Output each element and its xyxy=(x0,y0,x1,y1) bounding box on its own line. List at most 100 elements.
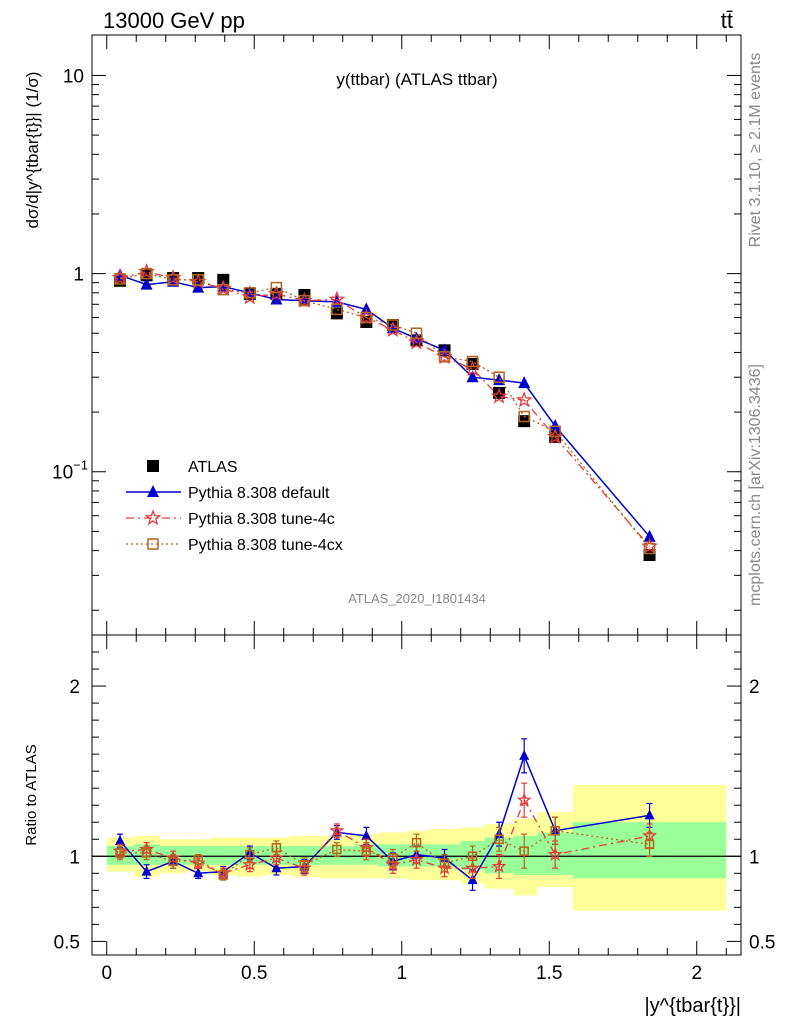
ratio-y-axis-label: Ratio to ATLAS xyxy=(23,744,40,845)
ratio-tune4c-point xyxy=(329,822,345,838)
mcplots-label: mcplots.cern.ch [arXiv:1306.3436] xyxy=(747,364,764,606)
ratio-tune4cx-point xyxy=(245,849,255,860)
legend: ATLAS Pythia 8.308 default Pythia 8.308 tu… xyxy=(126,459,343,554)
legend-label-default: Pythia 8.308 default xyxy=(188,485,330,502)
legend-marker-data xyxy=(147,460,159,472)
legend-item-data: ATLAS xyxy=(147,459,238,476)
ratio-tune4cx-point xyxy=(467,851,478,862)
legend-item-tune4c: Pythia 8.308 tune-4c xyxy=(126,509,335,528)
ratio-default-point xyxy=(141,865,152,876)
ratio-tune4cx-point xyxy=(141,848,152,858)
ratio-y-tick-label: 1 xyxy=(69,847,80,868)
ratio-tune4c-point xyxy=(385,856,401,872)
ratio-tune4c-point xyxy=(464,860,481,875)
main-y-tick-label: 10 xyxy=(63,66,84,87)
tune4cx-point xyxy=(217,283,230,296)
ratio-default-point xyxy=(467,874,478,885)
x-tick-label: 0 xyxy=(101,963,112,984)
ratio-tune4c-point xyxy=(491,858,507,873)
ratio-tune4cx-point xyxy=(519,846,529,856)
tune4cx-point xyxy=(270,281,283,294)
energy-label: 13000 GeV pp xyxy=(103,8,245,33)
default-point xyxy=(140,277,153,290)
main-y-tick-label: 10−1 xyxy=(52,458,88,484)
ratio-tune4cx-point xyxy=(494,834,504,845)
main-y-axis-label: dσ/d|y^{tbar{t}}| (1/σ) xyxy=(23,72,42,229)
x-tick-label: 0.5 xyxy=(241,963,267,984)
analysis-id: ATLAS_2020_I1801434 xyxy=(348,591,486,606)
ratio-tune4c-point xyxy=(268,850,284,865)
ratio-tune4c-point xyxy=(516,792,532,807)
tune4c-point xyxy=(490,387,508,404)
ratio-y-tick-label-right: 0.5 xyxy=(749,932,775,953)
ratio-default-point xyxy=(519,749,530,760)
tune4cx-point xyxy=(360,311,373,324)
default-point xyxy=(360,302,373,315)
ratio-y-tick-label-right: 1 xyxy=(749,847,760,868)
ratio-tune4c-point xyxy=(242,856,258,872)
ratio-tune4cx-point xyxy=(271,843,282,853)
ratio-tune4cx-point xyxy=(115,848,125,858)
default-point xyxy=(192,280,205,293)
x-tick-label: 1 xyxy=(396,963,407,984)
ratio-y-tick-label-right: 2 xyxy=(749,677,760,698)
ratio-tune4c-point xyxy=(547,846,563,861)
legend-marker-tune4c xyxy=(144,509,162,526)
ratio-tune4cx-point xyxy=(332,844,342,855)
tune4cx-point xyxy=(298,294,311,307)
tune4c-point xyxy=(515,391,533,408)
tune4cx-point xyxy=(244,287,256,299)
legend-marker-tune4cx xyxy=(147,538,159,550)
rivet-version-label: Rivet 3.1.10, ≥ 2.1M events xyxy=(747,53,764,248)
ratio-default-point xyxy=(644,809,655,820)
ratio-series-tune4cx xyxy=(115,816,655,881)
default-point xyxy=(270,292,283,305)
tune4cx-line xyxy=(119,272,651,549)
x-tick-label: 1.5 xyxy=(536,963,562,984)
tune4c-point xyxy=(328,290,346,307)
data-point xyxy=(493,386,506,399)
tune4cx-point xyxy=(493,371,505,383)
ratio-tune4cx-point xyxy=(439,858,450,868)
tune4c-point xyxy=(408,333,425,350)
tune4cx-point xyxy=(331,303,343,316)
tune4cx-point xyxy=(643,542,656,555)
legend-item-tune4cx: Pythia 8.308 tune-4cx xyxy=(126,537,343,554)
series-tune4cx xyxy=(114,267,656,555)
tune4cx-point xyxy=(114,273,126,285)
ratio-tune4cx-point xyxy=(388,853,398,863)
ratio-plot-frame xyxy=(91,634,742,956)
process-label: tt̄ xyxy=(721,8,733,33)
ratio-tune4cx-point xyxy=(411,837,422,848)
series-tune4c xyxy=(111,263,658,554)
ratio-default-line xyxy=(119,753,650,882)
ratio-tune4cx-point xyxy=(218,870,229,880)
legend-item-default: Pythia 8.308 default xyxy=(126,485,330,502)
data-point xyxy=(330,307,343,320)
ratio-tune4c-point xyxy=(409,851,424,866)
default-point xyxy=(549,419,562,432)
ratio-default-point xyxy=(115,834,126,845)
tune4cx-point xyxy=(387,319,399,331)
tune4cx-point xyxy=(549,425,561,438)
plot-title: y(ttbar) (ATLAS ttbar) xyxy=(336,70,497,89)
tune4cx-point xyxy=(167,274,179,286)
tune4cx-point xyxy=(518,410,530,423)
tune4cx-point xyxy=(410,327,423,339)
tune4cx-point xyxy=(192,274,204,286)
tune4cx-point xyxy=(140,267,153,280)
ratio-default-point xyxy=(193,867,204,878)
default-point xyxy=(466,370,479,383)
main-y-tick-label: 1 xyxy=(73,265,84,286)
x-axis-label: |y^{tbar{t}}| xyxy=(644,995,741,1017)
legend-label-tune4c: Pythia 8.308 tune-4c xyxy=(188,511,335,528)
ratio-y-tick-label: 0.5 xyxy=(54,932,80,953)
ratio-tune4cx-point xyxy=(299,860,310,870)
band-inner-bin xyxy=(210,846,237,865)
ratio-tune4cx-point xyxy=(550,825,560,836)
ratio-y-tick-label: 2 xyxy=(69,677,80,698)
tune4c-line xyxy=(119,271,651,547)
default-point xyxy=(643,529,656,542)
ratio-tune4cx-point xyxy=(361,846,372,856)
